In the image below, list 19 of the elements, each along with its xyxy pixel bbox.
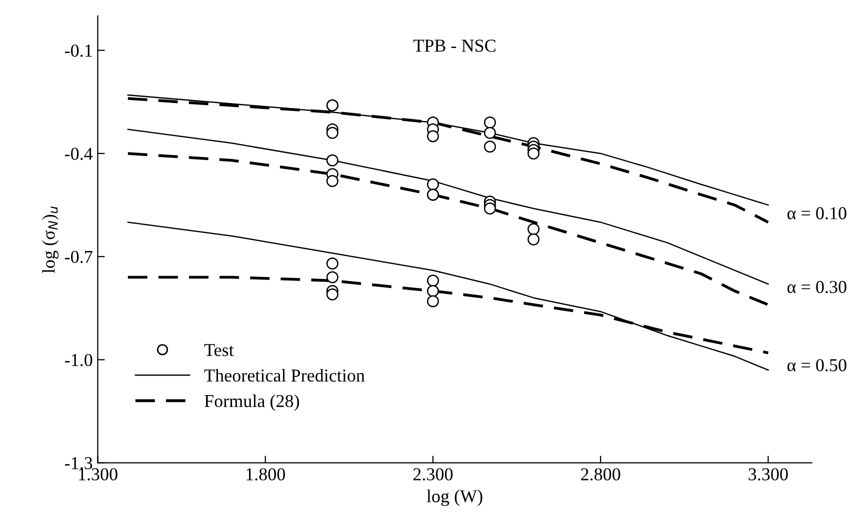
- y-tick-label: -1.0: [64, 354, 92, 366]
- x-tick-label: 2.300: [413, 468, 453, 480]
- x-tick-label: 2.800: [581, 468, 620, 480]
- annotation: α = 0.10: [787, 207, 846, 220]
- legend-label: Test: [204, 344, 234, 356]
- x-tick-label: 1.800: [246, 468, 285, 480]
- y-axis-title: log (σ$_{N}$)$_{u}$: [42, 206, 59, 274]
- text: TPB - NSC: [413, 40, 496, 52]
- y-tick-label: -0.7: [64, 250, 92, 264]
- legend-label: Formula (28): [204, 394, 300, 411]
- annotation: α = 0.50: [787, 359, 846, 372]
- x-tick-label: 1.300: [79, 468, 118, 480]
- annotation: α = 0.30: [787, 280, 846, 294]
- x-axis-title: log (W): [426, 490, 482, 506]
- x-tick-label: 3.300: [748, 468, 788, 480]
- y-tick-label: -1.3: [64, 457, 92, 470]
- y-tick-label: -0.4: [64, 148, 93, 160]
- y-tick-label: -0.1: [64, 44, 92, 57]
- legend-label: Theoretical Prediction: [204, 368, 365, 382]
